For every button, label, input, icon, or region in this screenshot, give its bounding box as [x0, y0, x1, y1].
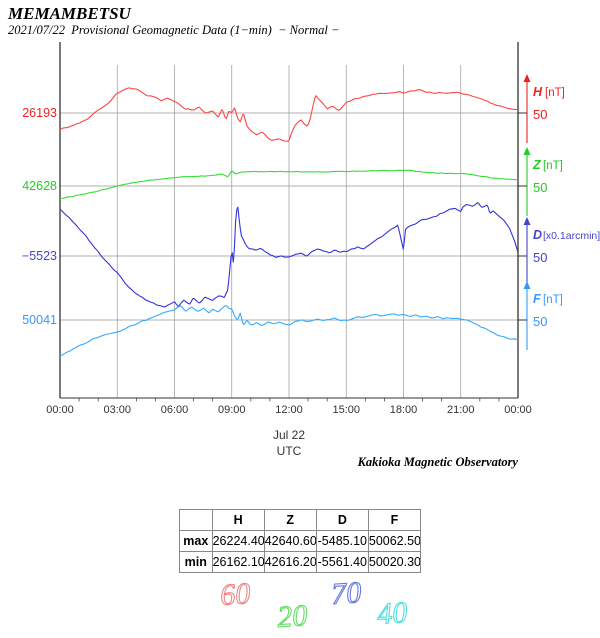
- svg-text:Jul 22: Jul 22: [273, 428, 305, 442]
- svg-text:06:00: 06:00: [161, 404, 189, 416]
- svg-text:[nT]: [nT]: [545, 87, 565, 99]
- svg-text:03:00: 03:00: [103, 404, 131, 416]
- svg-text:18:00: 18:00: [390, 404, 418, 416]
- svg-text:20: 20: [276, 599, 308, 633]
- svg-text:Kakioka Magnetic Observatory: Kakioka Magnetic Observatory: [357, 455, 519, 469]
- svg-text:70: 70: [330, 576, 362, 611]
- svg-text:09:00: 09:00: [218, 404, 246, 416]
- svg-text:40: 40: [376, 596, 408, 631]
- svg-text:15:00: 15:00: [332, 404, 360, 416]
- svg-text:50: 50: [533, 107, 547, 122]
- svg-text:21:00: 21:00: [447, 404, 475, 416]
- svg-text:D: D: [533, 228, 542, 242]
- svg-text:42628: 42628: [22, 179, 57, 193]
- svg-text:[x0.1arcmin]: [x0.1arcmin]: [543, 230, 600, 242]
- svg-text:H: H: [533, 85, 543, 99]
- svg-text:[nT]: [nT]: [543, 294, 563, 306]
- svg-text:Z: Z: [532, 158, 542, 172]
- svg-text:−5523: −5523: [22, 249, 57, 263]
- svg-text:50: 50: [533, 180, 547, 195]
- svg-text:UTC: UTC: [277, 444, 302, 458]
- svg-text:F: F: [533, 292, 541, 306]
- svg-text:00:00: 00:00: [46, 404, 74, 416]
- svg-text:12:00: 12:00: [275, 404, 303, 416]
- svg-text:[nT]: [nT]: [543, 160, 563, 172]
- svg-text:26193: 26193: [22, 106, 57, 120]
- svg-text:50: 50: [533, 314, 547, 329]
- svg-text:00:00: 00:00: [504, 404, 532, 416]
- svg-text:50041: 50041: [22, 313, 57, 327]
- svg-text:60: 60: [219, 577, 251, 612]
- svg-text:50: 50: [533, 250, 547, 265]
